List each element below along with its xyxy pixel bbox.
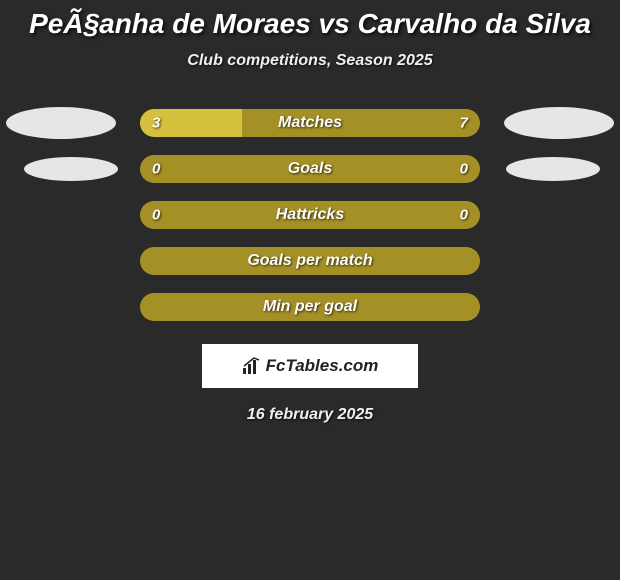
date-line: 16 february 2025 [0,406,620,424]
stat-row: Min per goal [0,284,620,330]
stat-bar: 37Matches [140,109,480,137]
stat-row: 00Goals [0,146,620,192]
player-left-ellipse [24,157,118,181]
chart-area: 37Matches 00Goals 00Hattricks Goals per mat… [0,100,620,330]
stat-row: 00Hattricks [0,192,620,238]
logo-label: FcTables.com [266,356,379,376]
chart-icon [242,357,262,375]
bar-label: Goals [140,160,480,178]
stat-bar: 00Goals [140,155,480,183]
stat-bar: Min per goal [140,293,480,321]
bar-label: Matches [140,114,480,132]
page-title: PeÃ§anha de Moraes vs Carvalho da Silva [0,0,620,40]
logo-text: FcTables.com [242,356,379,376]
stat-bar: Goals per match [140,247,480,275]
player-right-ellipse [504,107,614,139]
stat-row: Goals per match [0,238,620,284]
bar-label: Min per goal [140,298,480,316]
bar-label: Hattricks [140,206,480,224]
logo-box: FcTables.com [202,344,418,388]
player-right-ellipse [506,157,600,181]
stat-bar: 00Hattricks [140,201,480,229]
page-subtitle: Club competitions, Season 2025 [0,52,620,70]
bar-label: Goals per match [140,252,480,270]
player-left-ellipse [6,107,116,139]
stat-row: 37Matches [0,100,620,146]
infographic-container: PeÃ§anha de Moraes vs Carvalho da Silva … [0,0,620,580]
